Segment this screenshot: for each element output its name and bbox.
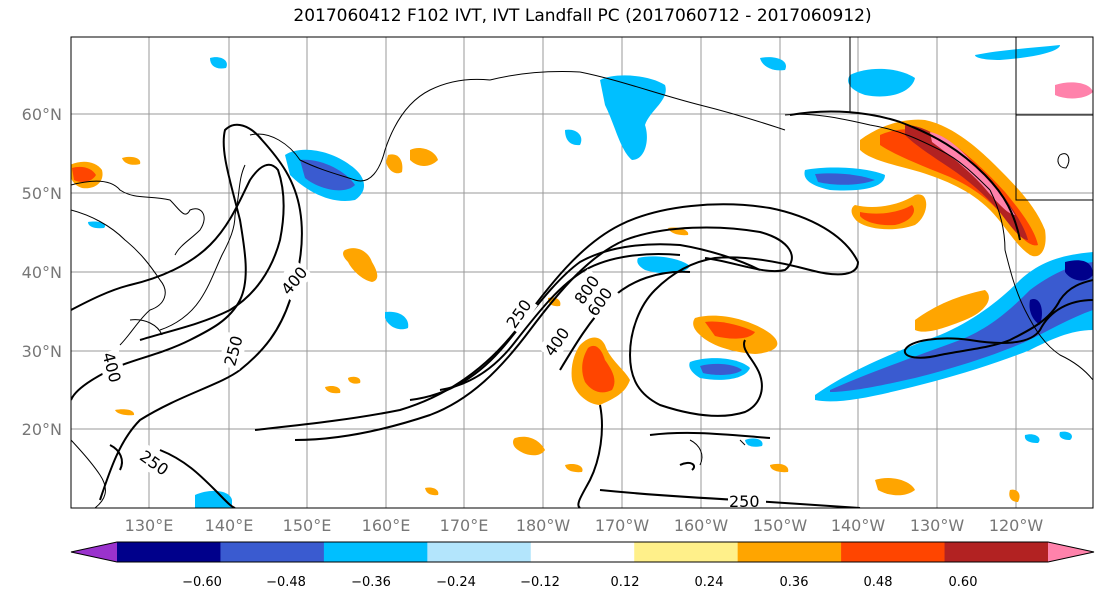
- longitude-labels: 130°E 140°E 150°E 160°E 170°E 180°W 170°…: [125, 516, 1044, 535]
- lon-label: 150°E: [283, 516, 332, 535]
- colorbar-segment: [737, 542, 842, 562]
- negative-pc-shading: [88, 45, 1093, 508]
- lat-label: 60°N: [22, 105, 62, 124]
- lon-label: 160°E: [362, 516, 411, 535]
- lon-label: 160°W: [674, 516, 729, 535]
- lon-label: 140°E: [205, 516, 254, 535]
- colorbar-tick-label: −0.24: [436, 575, 476, 590]
- lon-label: 130°W: [910, 516, 965, 535]
- colorbar-segment: [323, 542, 428, 562]
- colorbar-tick-label: 0.60: [949, 575, 978, 590]
- latitude-labels: 60°N 50°N 40°N 30°N 20°N: [22, 105, 62, 439]
- colorbar-tick-label: 0.12: [611, 575, 640, 590]
- map-frame: [70, 36, 1094, 509]
- colorbar-tick-label: −0.36: [351, 575, 391, 590]
- map-title: 2017060412 F102 IVT, IVT Landfall PC (20…: [293, 6, 872, 26]
- lon-label: 170°W: [595, 516, 650, 535]
- lat-label: 20°N: [22, 420, 62, 439]
- contour-label: 250: [729, 492, 760, 511]
- colorbar-outline: [70, 541, 1095, 563]
- lon-label: 130°E: [125, 516, 174, 535]
- colorbar-segment: [220, 542, 325, 562]
- lon-label: 150°W: [753, 516, 808, 535]
- colorbar-tick-label: −0.48: [266, 575, 306, 590]
- colorbar-tick-label: 0.48: [864, 575, 893, 590]
- colorbar: [70, 541, 1095, 563]
- lat-label: 40°N: [22, 263, 62, 282]
- lon-label: 180°W: [516, 516, 571, 535]
- colorbar-tick-label: −0.12: [520, 575, 560, 590]
- lat-label: 50°N: [22, 184, 62, 203]
- colorbar-extend-high: [1048, 542, 1094, 562]
- colorbar-segment: [634, 542, 739, 562]
- colorbar-ticks: −0.60 −0.48 −0.36 −0.24 −0.12 0.12 0.24 …: [182, 575, 977, 590]
- colorbar-tick-label: 0.24: [695, 575, 724, 590]
- colorbar-tick-label: −0.60: [182, 575, 222, 590]
- lat-label: 30°N: [22, 342, 62, 361]
- colorbar-segment: [841, 542, 946, 562]
- lon-label: 120°W: [989, 516, 1044, 535]
- lon-label: 170°E: [440, 516, 489, 535]
- colorbar-segment: [944, 542, 1049, 562]
- ivt-contours: [71, 110, 1093, 508]
- lon-label: 140°W: [831, 516, 886, 535]
- positive-pc-shading: [71, 119, 1046, 502]
- colorbar-tick-label: 0.36: [780, 575, 809, 590]
- colorbar-segment: [427, 542, 532, 562]
- colorbar-segment: [117, 542, 221, 562]
- coastlines: [71, 37, 1093, 508]
- gridlines: [71, 37, 1093, 508]
- colorbar-segment: [530, 542, 635, 562]
- colorbar-extend-low: [71, 542, 117, 562]
